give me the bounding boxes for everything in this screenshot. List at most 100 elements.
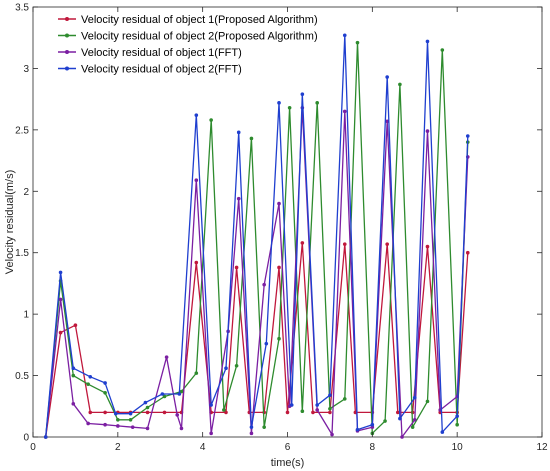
legend-label: Velocity residual of object 2(FFT) [81,64,242,76]
legend-item: Velocity residual of object 1(Proposed A… [58,14,318,26]
data-point [58,330,63,335]
data-point [86,421,90,426]
data-point [455,422,459,427]
y-tick-label: 1 [23,310,29,321]
series-3 [43,105,470,439]
y-tick-label: 3.5 [15,3,29,14]
legend-label: Velocity residual of object 1(Proposed A… [81,14,318,26]
y-axis-title: Velocity residual(m/s) [4,170,16,275]
data-point [455,414,459,418]
data-point [179,426,184,431]
data-point [209,403,213,407]
data-point [328,410,332,415]
data-point [311,410,315,415]
data-point [162,394,167,399]
data-point [145,426,150,431]
data-point [398,82,402,87]
data-point [440,430,445,434]
data-point [73,323,78,328]
data-point [249,425,254,429]
data-point [103,390,107,395]
data-point [175,413,180,417]
data-point [71,366,76,371]
x-tick-label: 2 [115,442,121,453]
ticks-layer: 0 2 4 6 8 10 12 0 0.5 1 1.5 2 2.5 3 3.5 [15,3,548,454]
data-point [194,371,199,375]
data-point [342,33,347,38]
series-line [45,107,469,438]
data-point [342,397,347,401]
data-point [425,399,430,404]
data-point [58,270,63,275]
legend-marker [65,66,69,71]
data-point [249,136,254,141]
data-point [355,40,360,45]
data-point [236,196,241,201]
data-point [222,408,226,412]
data-point [289,403,294,407]
data-point [162,410,167,415]
data-point [130,425,135,429]
data-point [128,411,133,416]
legend-marker [65,33,69,38]
x-tick-label: 10 [452,442,464,453]
data-point [300,409,305,414]
data-point [425,39,430,44]
data-point [143,400,148,405]
y-tick-label: 0 [23,433,29,444]
y-tick-label: 0.5 [15,371,29,382]
data-point [385,119,389,124]
data-point [103,422,107,427]
x-tick-label: 12 [536,442,548,453]
data-point [179,389,184,394]
data-point [262,282,266,287]
data-point [177,392,182,396]
data-point [236,130,241,135]
data-point [385,75,389,79]
data-point [194,113,199,117]
series-1 [43,241,470,439]
data-point [209,118,213,122]
data-point [398,416,402,421]
data-point [465,134,470,138]
legend-item: Velocity residual of object 2(FFT) [58,64,242,76]
legend-marker [65,17,69,21]
data-point [113,411,118,416]
data-point [234,363,239,368]
data-point [103,410,107,415]
data-point [315,101,319,105]
data-point [71,373,76,378]
data-point [330,432,334,437]
series-4 [43,33,470,439]
data-point [224,410,228,415]
data-point [287,105,292,110]
x-axis-title: time(s) [271,457,305,469]
y-tick-label: 2 [23,187,29,198]
data-point [277,265,281,270]
data-point [145,405,150,410]
data-point [88,410,93,415]
y-tick-label: 1.5 [15,248,29,259]
legend: Velocity residual of object 1(Proposed A… [58,14,318,76]
data-point [355,427,360,432]
data-point [234,265,239,270]
data-point [315,408,319,412]
legend-label: Velocity residual of object 2(Proposed A… [81,31,318,43]
data-point [285,410,290,415]
data-point [277,101,281,105]
data-point [425,244,430,249]
data-point [383,419,387,423]
data-point [58,297,63,302]
data-point [385,242,389,246]
data-point [300,92,305,97]
data-point [103,381,107,385]
x-tick-label: 6 [285,442,291,453]
data-point [116,418,120,422]
data-point [342,109,347,114]
legend-label: Velocity residual of object 1(FFT) [81,47,242,59]
data-point [164,355,169,359]
data-point [224,366,228,371]
data-point [71,402,76,406]
data-point [160,392,165,396]
legend-item: Velocity residual of object 1(FFT) [58,47,242,59]
